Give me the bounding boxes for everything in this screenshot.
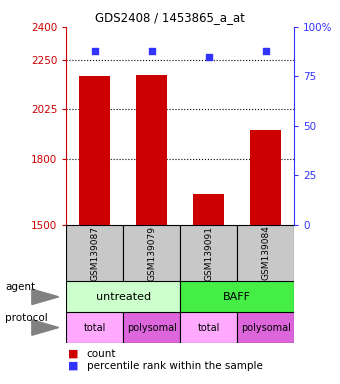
Bar: [180, 281, 294, 312]
Text: count: count: [87, 349, 116, 359]
Point: [263, 48, 268, 54]
Text: GDS2408 / 1453865_a_at: GDS2408 / 1453865_a_at: [95, 11, 245, 24]
Bar: [237, 312, 294, 343]
Text: GSM139087: GSM139087: [90, 225, 99, 281]
Bar: [123, 312, 180, 343]
Bar: [123, 225, 180, 281]
Text: BAFF: BAFF: [223, 292, 251, 302]
Text: GSM139091: GSM139091: [204, 225, 213, 281]
Polygon shape: [32, 320, 58, 335]
Point: [92, 48, 98, 54]
Point: [149, 48, 154, 54]
Text: agent: agent: [5, 282, 35, 292]
Text: polysomal: polysomal: [241, 323, 291, 333]
Text: ■: ■: [68, 361, 79, 371]
Bar: [250, 130, 281, 225]
Text: GSM139079: GSM139079: [147, 225, 156, 281]
Bar: [180, 225, 237, 281]
Polygon shape: [32, 289, 58, 305]
Bar: [66, 225, 123, 281]
Text: protocol: protocol: [5, 313, 48, 323]
Point: [206, 53, 211, 60]
Text: polysomal: polysomal: [127, 323, 177, 333]
Bar: [79, 76, 110, 225]
Text: GSM139084: GSM139084: [261, 226, 270, 280]
Bar: [180, 312, 237, 343]
Text: total: total: [84, 323, 106, 333]
Bar: [193, 194, 224, 225]
Bar: [237, 225, 294, 281]
Text: untreated: untreated: [96, 292, 151, 302]
Bar: [66, 281, 180, 312]
Bar: [66, 312, 123, 343]
Text: ■: ■: [68, 349, 79, 359]
Bar: [136, 75, 167, 225]
Text: total: total: [198, 323, 220, 333]
Text: percentile rank within the sample: percentile rank within the sample: [87, 361, 262, 371]
